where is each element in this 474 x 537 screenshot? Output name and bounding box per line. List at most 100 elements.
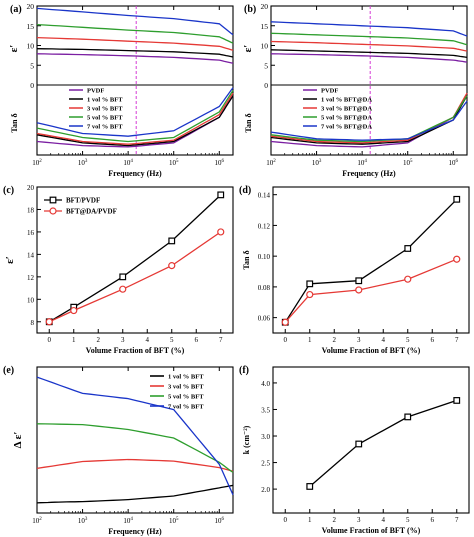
panel-a-tan-series-4 <box>36 87 234 137</box>
panel-c-point <box>217 228 225 236</box>
panel-f-x-label: Volume Fraction of BFT (%) <box>322 526 421 535</box>
panel-c-point <box>119 285 127 293</box>
panel-d-point <box>404 275 412 283</box>
panel-c-x-tick-label: 5 <box>170 336 174 344</box>
panel-f-y-label: k (cm⁻²) <box>242 425 251 454</box>
panel-d-y-tick-label: 0.12 <box>258 222 271 230</box>
panel-c-x-label: Volume Fraction of BFT (%) <box>86 346 185 355</box>
panel-c-x-tick-label: 7 <box>219 336 223 344</box>
panel-f-frame <box>272 366 470 514</box>
panel-e-legend-label: 7 vol % BFT <box>168 404 204 411</box>
panel-f-y-tick-label: 3.5 <box>261 406 270 414</box>
panel-a-y-tick-label: 20 <box>27 2 35 11</box>
panel-a-epsilon-series-2 <box>36 36 234 51</box>
panel-a-x-tick-label: 106 <box>215 159 225 167</box>
panel-b-epsilon-series-4 <box>270 21 468 37</box>
panel-a-legend-label: 5 vol % BFT <box>87 115 123 122</box>
panel-c-legend-marker <box>49 207 57 215</box>
panel-d-point <box>281 318 289 326</box>
panel-c-x-tick-label: 3 <box>121 336 125 344</box>
panel-b-x-tick-label: 105 <box>403 159 413 167</box>
panel-c-frame <box>36 186 234 334</box>
panel-d-x-tick-label: 6 <box>431 336 435 344</box>
panel-a-y-tick-label: 10 <box>27 42 35 51</box>
panel-c-y-tick-label: 10 <box>27 296 35 304</box>
panel-d-x-tick-label: 2 <box>333 336 337 344</box>
panel-a-tan-series-2 <box>36 92 234 145</box>
panel-f-point <box>306 483 314 490</box>
panel-a-epsilon-series-3 <box>36 23 234 44</box>
panel-d-y-tick-label: 0.10 <box>258 253 271 261</box>
panel-f-y-tick-label: 2.0 <box>261 486 270 494</box>
panel-d-x-tick-label: 7 <box>455 336 459 344</box>
panel-f-x-tick-label: 7 <box>455 516 459 524</box>
panel-e-x-tick-label: 105 <box>169 517 179 525</box>
panel-d-x-tick-label: 0 <box>284 336 288 344</box>
panel-c-y-tick-label: 18 <box>27 206 35 214</box>
panel-d-y-label: Tan δ <box>242 250 251 269</box>
panel-f-point <box>453 397 461 404</box>
panel-a-legend-label: 3 vol % BFT <box>87 106 123 113</box>
panel-a-y-tick-label: 5 <box>30 61 34 70</box>
panel-c-y-tick-label: 20 <box>27 184 35 192</box>
panel-d-point <box>355 277 363 285</box>
panel-b-y-tick-label: 15 <box>261 22 269 31</box>
panel-e-x-tick-label: 106 <box>215 517 225 525</box>
panel-c-point <box>217 191 225 199</box>
panel-c-y-label: ε′ <box>4 256 16 264</box>
panel-c-point <box>168 262 176 270</box>
panel-b-tan-series-4 <box>270 100 468 141</box>
panel-d-series-line-0 <box>284 198 458 323</box>
panel-f-x-tick-label: 0 <box>284 516 288 524</box>
panel-d-point <box>453 195 461 203</box>
panel-c-y-tick-label: 16 <box>27 229 35 237</box>
panel-e-series-2 <box>36 423 234 473</box>
panel-f-label: (f) <box>239 365 249 376</box>
panel-b-x-tick-label: 106 <box>449 159 459 167</box>
panel-e-label: (e) <box>3 365 14 376</box>
panel-e-x-tick-label: 104 <box>123 517 133 525</box>
panel-b-y-label-bottom: Tan δ <box>244 113 253 132</box>
panel-b-label: (b) <box>244 4 256 15</box>
panel-e-legend-label: 3 vol % BFT <box>168 384 204 391</box>
panel-c-point <box>45 318 53 326</box>
panel-d-x-tick-label: 4 <box>382 336 386 344</box>
panel-d-series-line-1 <box>284 258 458 323</box>
panel-b-x-tick-label: 103 <box>312 159 322 167</box>
panel-b-y-tick-label: 0 <box>264 81 268 90</box>
panel-b-legend-label: 7 vol % BFT@DA <box>321 124 372 131</box>
panel-b-legend-label: 3 vol % BFT@DA <box>321 106 372 113</box>
panel-a-legend-label: 7 vol % BFT <box>87 124 123 131</box>
panel-f-y-tick-label: 2.5 <box>261 460 270 468</box>
panel-a-epsilon-series-1 <box>36 48 234 58</box>
panel-a-y-tick-label: 15 <box>27 22 35 31</box>
panel-a-y-label-bottom: Tan δ <box>10 113 19 132</box>
panel-d-x-tick-label: 1 <box>308 336 312 344</box>
panel-d-y-tick-label: 0.06 <box>258 315 271 323</box>
panel-a-epsilon-series-0 <box>36 53 234 64</box>
panel-c-point <box>119 273 127 281</box>
panel-e-legend-label: 5 vol % BFT <box>168 394 204 401</box>
panel-f-y-tick-label: 3.0 <box>261 433 270 441</box>
panel-e-series-1 <box>36 458 234 472</box>
panel-c-x-tick-label: 1 <box>72 336 76 344</box>
panel-f-point <box>404 413 412 421</box>
panel-b-legend-label: 1 vol % BFT@DA <box>321 97 372 104</box>
panel-b-tan-series-3 <box>270 95 468 143</box>
panel-b-epsilon-series-0 <box>270 53 468 63</box>
panel-b-frame <box>270 5 468 156</box>
panel-a-epsilon-series-4 <box>36 7 234 36</box>
panel-b-epsilon-series-2 <box>270 40 468 52</box>
panel-a-label: (a) <box>10 4 22 15</box>
panel-c-y-tick-label: 12 <box>27 274 35 282</box>
panel-e-series-0 <box>36 484 234 504</box>
panel-b-y-label-top: ε′ <box>242 45 254 53</box>
panel-c-x-tick-label: 2 <box>97 336 101 344</box>
panel-a-y-tick-label: 0 <box>30 81 34 90</box>
panel-b-y-tick-label: 10 <box>261 42 269 51</box>
panel-b-legend-label: 5 vol % BFT@DA <box>321 115 372 122</box>
panel-b-x-tick-label: 104 <box>357 159 367 167</box>
panel-c-legend-label: BFT/PVDF <box>66 197 100 205</box>
panel-d-point <box>355 286 363 294</box>
